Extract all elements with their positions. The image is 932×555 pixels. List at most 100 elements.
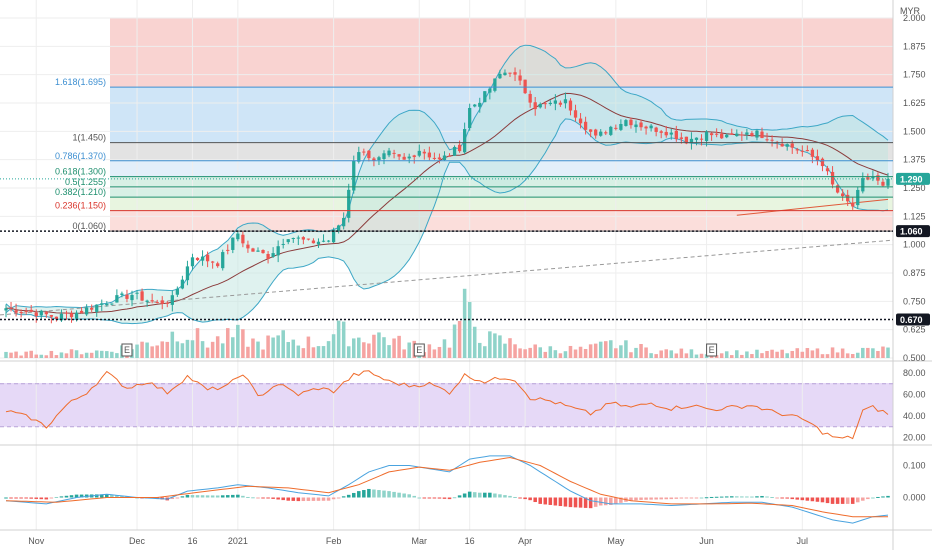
candle-body — [140, 291, 144, 301]
candle — [614, 124, 618, 131]
macd-histogram-bar — [341, 496, 346, 498]
candle — [281, 238, 285, 249]
candle-body — [261, 250, 265, 254]
candle — [372, 156, 376, 167]
candle — [316, 238, 321, 248]
candle-body — [160, 300, 164, 304]
volume-bar — [457, 320, 462, 358]
volume-bar — [372, 334, 376, 358]
candle-body — [750, 133, 754, 136]
candle — [286, 239, 290, 245]
macd-histogram-bar — [412, 495, 417, 498]
candle-body — [573, 110, 578, 118]
volume-bar — [306, 336, 311, 358]
macd-histogram-bar — [674, 497, 679, 499]
price-tick-label: 0.750 — [903, 296, 926, 306]
macd-histogram-bar — [528, 497, 532, 501]
candle-body — [810, 149, 815, 157]
macd-histogram-bar — [49, 497, 54, 499]
macd-histogram-bar — [861, 497, 865, 501]
candle — [417, 144, 421, 158]
macd-histogram-bar — [503, 495, 507, 498]
candle — [725, 133, 729, 139]
volume-bar — [311, 347, 316, 358]
candle-body — [886, 178, 890, 186]
candle — [195, 257, 200, 262]
candle-body — [271, 253, 275, 257]
candle — [533, 96, 537, 116]
volume-bar — [825, 354, 830, 358]
candle — [402, 153, 406, 160]
candle-body — [483, 91, 487, 103]
volume-bar — [775, 351, 779, 358]
candle — [679, 132, 683, 144]
candle — [362, 148, 366, 156]
candle — [800, 145, 804, 157]
candle — [755, 129, 759, 141]
candle-body — [377, 157, 381, 161]
candle — [851, 197, 855, 210]
candle-body — [195, 257, 200, 261]
candle — [412, 154, 416, 164]
candle-body — [29, 309, 33, 312]
volume-bar — [649, 353, 653, 358]
volume-bar — [246, 346, 250, 358]
macd-histogram-bar — [467, 491, 472, 498]
macd-histogram-bar — [306, 497, 311, 501]
candle-body — [110, 303, 114, 305]
candle — [825, 165, 830, 176]
time-tick-label: Apr — [518, 536, 532, 546]
fib-label-1: 1(1.450) — [72, 133, 106, 143]
volume-bar — [785, 353, 789, 358]
volume-bar — [442, 339, 447, 358]
price-tick-label: 2.000 — [903, 13, 926, 23]
volume-bar — [382, 337, 386, 358]
candle — [271, 247, 275, 258]
fib-label-0: 1.618(1.695) — [55, 77, 106, 87]
volume-bar — [488, 331, 492, 358]
volume-bar — [74, 350, 79, 358]
candle — [543, 101, 547, 109]
macd-tick-label: 0.100 — [903, 461, 926, 471]
candle-body — [689, 138, 694, 143]
volume-bar — [553, 350, 558, 358]
time-axis: Nov Dec 16 2021 Feb Mar 16 Apr May Jun Jul — [28, 536, 808, 546]
candle — [276, 240, 280, 263]
macd-histogram-bar — [881, 496, 885, 498]
candle-body — [589, 129, 593, 132]
volume-bar — [855, 352, 860, 358]
macd-histogram-bar — [714, 496, 719, 498]
candle-body — [604, 132, 608, 134]
candle-body — [256, 250, 260, 252]
volume-bar — [94, 350, 99, 358]
macd-histogram-bar — [241, 495, 245, 498]
candle-body — [442, 155, 447, 161]
candle — [558, 100, 563, 107]
candle-body — [331, 229, 336, 243]
volume-bar — [29, 350, 33, 358]
candle — [246, 240, 250, 253]
volume-bar — [462, 288, 467, 358]
candle-body — [246, 244, 250, 249]
candle-body — [493, 78, 497, 91]
macd-histogram-bar — [770, 497, 774, 499]
candle — [422, 149, 426, 160]
volume-bar — [145, 342, 149, 358]
candle-body — [236, 233, 240, 240]
candle-body — [342, 217, 346, 227]
macd-histogram-bar — [215, 495, 220, 498]
volume-bar — [815, 348, 820, 358]
volume-bar — [19, 355, 23, 358]
candle-body — [125, 294, 129, 299]
rsi-band-fill — [0, 383, 893, 427]
candle — [236, 230, 240, 242]
candle — [594, 128, 598, 139]
macd-histogram-bar — [760, 495, 764, 498]
volume-bar — [407, 342, 411, 358]
candle — [266, 251, 270, 264]
candle — [442, 151, 447, 161]
rsi-tick-label: 40.00 — [903, 411, 926, 421]
candle-body — [407, 156, 411, 159]
